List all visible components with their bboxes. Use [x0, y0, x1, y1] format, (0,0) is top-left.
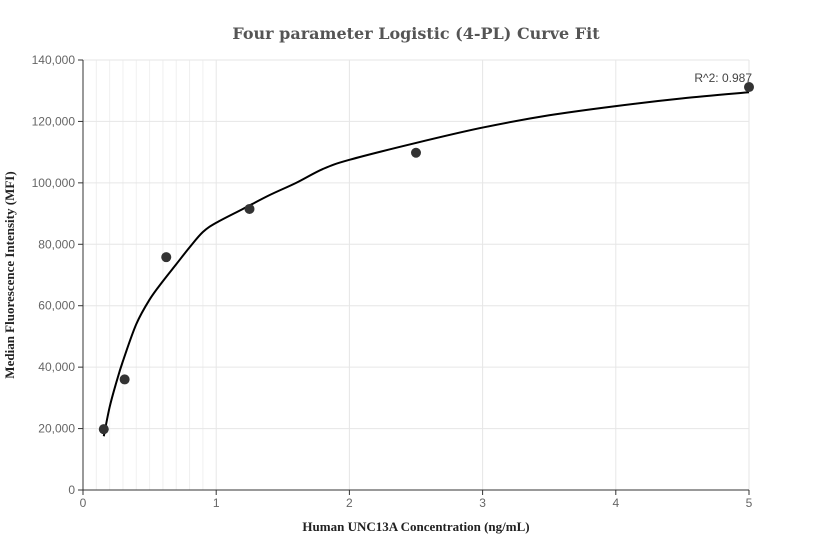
data-point — [744, 82, 754, 93]
data-points — [98, 82, 754, 435]
y-tick-label: 80,000 — [38, 237, 75, 251]
x-tick-label: 0 — [80, 496, 87, 510]
x-tick-label: 2 — [346, 496, 353, 510]
y-tick-label: 0 — [68, 483, 75, 497]
x-axis-title: Human UNC13A Concentration (ng/mL) — [302, 519, 529, 534]
x-tick-label: 4 — [612, 496, 619, 510]
y-axis-title: Median Fluorescence Intensity (MFI) — [2, 171, 17, 378]
r-squared-annotation: R^2: 0.987 — [694, 71, 752, 85]
ticks: 0 1 2 3 4 5 0 20,000 40,000 60,000 80,000 100,000 12… — [32, 53, 753, 510]
data-point — [411, 147, 421, 158]
y-tick-label: 60,000 — [38, 299, 75, 313]
data-point — [244, 203, 255, 214]
y-tick-label: 40,000 — [38, 360, 75, 374]
x-tick-label: 5 — [746, 496, 753, 510]
chart-title: Four parameter Logistic (4-PL) Curve Fit — [232, 24, 600, 43]
fit-curve — [102, 91, 750, 437]
data-point — [98, 424, 109, 435]
grid — [83, 59, 750, 490]
y-tick-label: 20,000 — [38, 422, 75, 436]
data-point — [161, 252, 172, 263]
data-point — [119, 374, 130, 385]
y-tick-label: 120,000 — [32, 114, 76, 128]
y-tick-label: 140,000 — [32, 53, 76, 67]
x-tick-label: 3 — [479, 496, 486, 510]
y-tick-label: 100,000 — [32, 176, 76, 190]
x-tick-label: 1 — [213, 496, 220, 510]
